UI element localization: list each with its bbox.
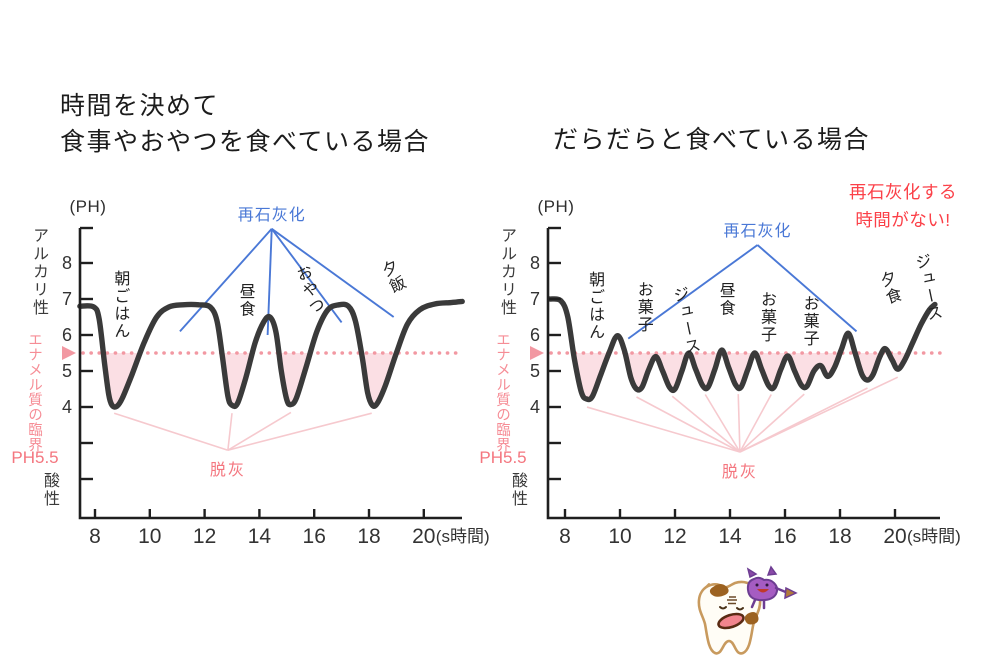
- eyes: [719, 606, 744, 611]
- no-remineralization-warning: 再石灰化する 時間がない!: [818, 178, 988, 234]
- y-tick-label: 8: [530, 253, 540, 273]
- right-chart: 8 7 6 5 4 8 10 12 14 16 18 20 (s時間): [530, 226, 961, 548]
- mouth: [717, 612, 745, 630]
- axes: [78, 228, 462, 520]
- x-tick-label: 20: [412, 525, 435, 548]
- x-tick-label: 10: [608, 525, 631, 548]
- demineralization-area: [573, 353, 909, 400]
- y-tick-label: 5: [62, 361, 72, 381]
- y-tick-label: 4: [530, 397, 540, 417]
- remineralization-pointer-line: [271, 228, 395, 318]
- decay-spot: [744, 612, 759, 625]
- cavity-germ-icon: [746, 565, 798, 610]
- axes: [546, 228, 940, 520]
- x-tick-label: 12: [663, 525, 686, 548]
- left-chart-title: 時間を決めて 食事やおやつを食べている場合: [60, 88, 430, 161]
- ph-curve: [77, 298, 465, 410]
- demineralization-pointer-line: [586, 406, 741, 453]
- warning-line2: 時間がない!: [855, 210, 951, 230]
- remineralization-pointer-line: [627, 244, 759, 340]
- x-tick-label: 10: [138, 525, 161, 548]
- threshold-arrow-icon: [62, 346, 76, 360]
- threshold-arrow-icon: [530, 346, 544, 360]
- decay-spot: [709, 584, 729, 597]
- demineralization-area: [103, 353, 397, 408]
- y-tick-label: 8: [62, 253, 72, 273]
- x-axis-unit: (s時間): [907, 527, 961, 546]
- demineralization-pointer-line: [671, 395, 741, 453]
- left-chart-title-line1: 時間を決めて: [60, 92, 220, 120]
- demineralization-pointer-line: [739, 394, 772, 453]
- warning-line1: 再石灰化する: [849, 182, 957, 202]
- x-tick-label: 16: [773, 525, 796, 548]
- y-tick-label: 6: [62, 325, 72, 345]
- y-tick-label: 5: [530, 361, 540, 381]
- y-tick-label: 7: [530, 289, 540, 309]
- remineralization-pointer-line: [179, 228, 273, 333]
- tooth-icon: [697, 580, 762, 655]
- demineralization-pointer-line: [704, 394, 741, 453]
- demineralization-pointer-line: [113, 412, 229, 451]
- right-chart-title: だらだらと食べている場合: [553, 126, 871, 154]
- x-axis-unit: (s時間): [436, 527, 490, 546]
- left-chart: 8 7 6 5 4 8 10 12 14 16 18 20 (s時間): [62, 226, 490, 548]
- demineralization-pointer-line: [636, 396, 741, 453]
- x-tick-label: 20: [883, 525, 906, 548]
- demineralization-pointer-line: [737, 394, 741, 453]
- x-tick-label: 8: [559, 525, 571, 548]
- x-tick-label: 12: [193, 525, 216, 548]
- ph-curve: [547, 296, 938, 403]
- demineralization-pointer-line: [739, 376, 899, 453]
- tooth-mascot-illustration: [697, 565, 798, 655]
- demineralization-pointer-line: [739, 393, 805, 453]
- x-tick-label: 8: [89, 525, 101, 548]
- x-tick-label: 14: [248, 525, 272, 548]
- dizzy-marks: [727, 596, 737, 605]
- pickaxe-icon: [784, 586, 798, 600]
- x-tick-label: 18: [828, 525, 851, 548]
- left-chart-title-line2: 食事やおやつを食べている場合: [60, 128, 431, 157]
- remineralization-pointer-line: [756, 244, 858, 333]
- x-tick-label: 18: [357, 525, 380, 548]
- demineralization-pointer-line: [227, 412, 372, 451]
- x-tick-label: 16: [303, 525, 326, 548]
- demineralization-pointer-line: [227, 413, 233, 451]
- y-tick-label: 4: [62, 397, 72, 417]
- demineralization-pointer-line: [227, 411, 292, 451]
- x-tick-label: 14: [718, 525, 742, 548]
- y-tick-label: 7: [62, 289, 72, 309]
- y-tick-label: 6: [530, 325, 540, 345]
